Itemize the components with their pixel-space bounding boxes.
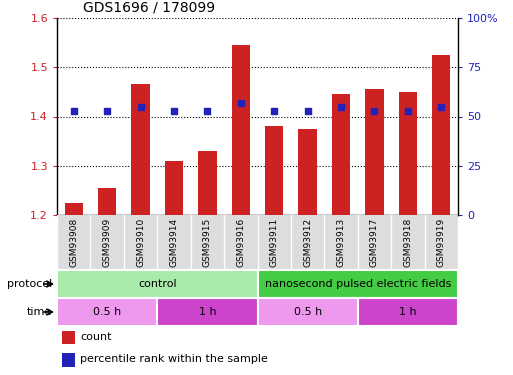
Text: 1 h: 1 h: [399, 307, 417, 317]
Point: [437, 104, 445, 110]
Text: percentile rank within the sample: percentile rank within the sample: [80, 354, 268, 364]
Point: [70, 108, 78, 114]
Text: GSM93913: GSM93913: [337, 218, 346, 267]
Text: GSM93919: GSM93919: [437, 218, 446, 267]
Bar: [358, 298, 458, 326]
Bar: [165, 161, 183, 215]
Bar: [299, 129, 317, 215]
Bar: [265, 126, 283, 215]
Text: GSM93917: GSM93917: [370, 218, 379, 267]
Text: protocol: protocol: [7, 279, 52, 289]
Text: GSM93910: GSM93910: [136, 218, 145, 267]
Bar: [399, 92, 417, 215]
Point: [370, 108, 379, 114]
Text: GSM93916: GSM93916: [236, 218, 245, 267]
Bar: [57, 298, 157, 326]
Text: GSM93914: GSM93914: [169, 218, 179, 267]
Point: [337, 104, 345, 110]
Text: GSM93911: GSM93911: [270, 218, 279, 267]
Point: [270, 108, 279, 114]
Bar: [432, 55, 450, 215]
Text: 0.5 h: 0.5 h: [93, 307, 121, 317]
Point: [103, 108, 111, 114]
Bar: [332, 94, 350, 215]
Text: control: control: [138, 279, 176, 289]
Text: 1 h: 1 h: [199, 307, 216, 317]
Point: [203, 108, 211, 114]
Bar: [62, 330, 75, 344]
Bar: [98, 188, 116, 215]
Text: GDS1696 / 178099: GDS1696 / 178099: [83, 0, 215, 14]
Point: [136, 104, 145, 110]
Text: GSM93908: GSM93908: [69, 218, 78, 267]
Bar: [65, 202, 83, 215]
Text: 0.5 h: 0.5 h: [293, 307, 322, 317]
Text: GSM93909: GSM93909: [103, 218, 112, 267]
Bar: [157, 298, 258, 326]
Point: [236, 100, 245, 106]
Bar: [131, 84, 150, 215]
Text: GSM93915: GSM93915: [203, 218, 212, 267]
Bar: [231, 45, 250, 215]
Point: [170, 108, 178, 114]
Point: [304, 108, 312, 114]
Bar: [198, 151, 216, 215]
Bar: [365, 89, 384, 215]
Bar: [258, 270, 458, 298]
Point: [404, 108, 412, 114]
Bar: [57, 270, 258, 298]
Text: GSM93918: GSM93918: [403, 218, 412, 267]
Text: GSM93912: GSM93912: [303, 218, 312, 267]
Bar: [62, 353, 75, 367]
Text: nanosecond pulsed electric fields: nanosecond pulsed electric fields: [265, 279, 451, 289]
Text: time: time: [27, 307, 52, 317]
Bar: [258, 298, 358, 326]
Text: count: count: [80, 332, 112, 342]
